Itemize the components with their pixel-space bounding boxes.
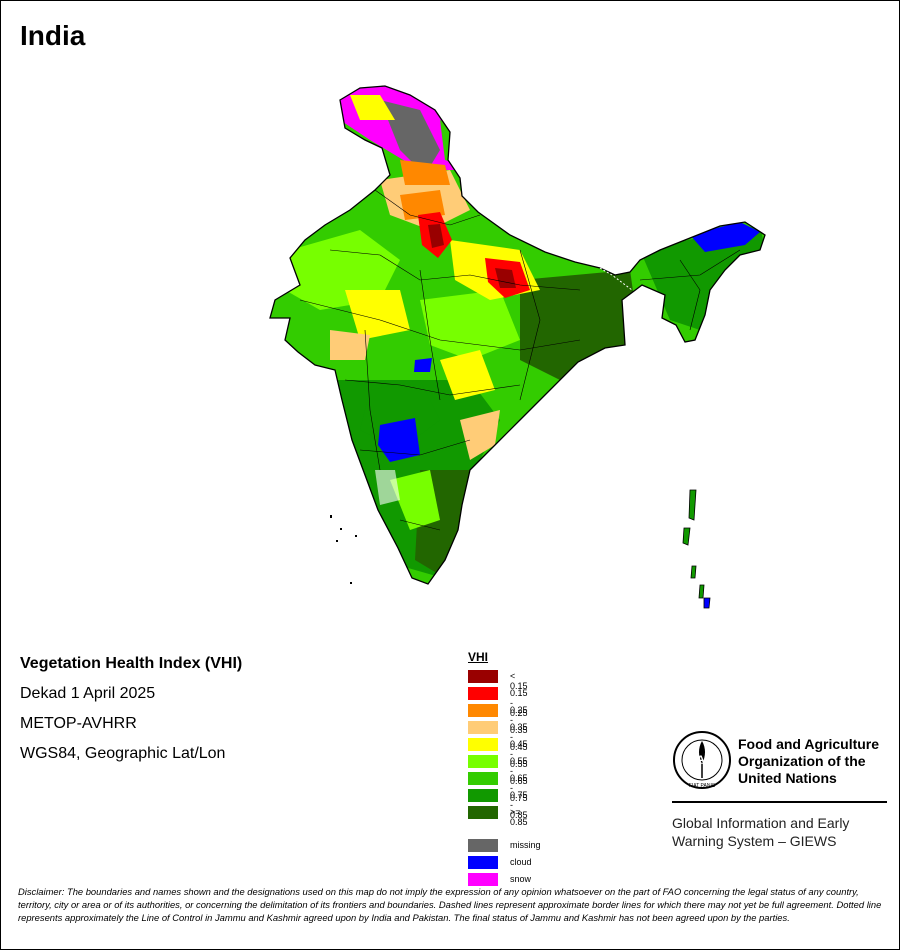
- disclaimer: Disclaimer: The boundaries and names sho…: [18, 886, 882, 923]
- legend-item: 0.75 - 0.85: [468, 787, 528, 820]
- fao-logo-icon: FAO FIAT PANIS: [673, 731, 731, 789]
- legend-item: 0.15 - 0.25: [468, 685, 528, 718]
- giews-line: Global Information and Early: [672, 815, 850, 831]
- projection-label: WGS84, Geographic Lat/Lon: [20, 745, 226, 762]
- legend-swatch: [468, 738, 498, 751]
- fao-name: Food and Agriculture Organization of the…: [738, 736, 879, 787]
- legend-label: snow: [510, 874, 532, 884]
- legend-swatch: [468, 806, 498, 819]
- map-info: Vegetation Health Index (VHI) Dekad 1 Ap…: [20, 655, 242, 775]
- legend-swatch: [468, 789, 498, 802]
- legend-swatch: [468, 704, 498, 717]
- legend-swatch: [468, 839, 498, 852]
- legend-label: cloud: [510, 857, 532, 867]
- legend-item: 0.65 - 0.75: [468, 770, 528, 803]
- legend-item: 0.45 - 0.55: [468, 736, 528, 769]
- legend-label: 0.55 - 0.65: [510, 756, 528, 786]
- legend-swatch: [468, 687, 498, 700]
- fao-name-line: Organization of the: [738, 753, 866, 769]
- legend-label: 0.75 - 0.85: [510, 790, 528, 820]
- legend-swatch: [468, 721, 498, 734]
- divider: [672, 801, 887, 803]
- lakshadweep-islands: [330, 515, 357, 584]
- legend-item: 0.25 - 0.35: [468, 702, 528, 735]
- legend-label: 0.45 - 0.55: [510, 739, 528, 769]
- legend-item: cloud: [468, 854, 532, 871]
- index-name: Vegetation Health Index (VHI): [20, 655, 243, 672]
- legend-label: missing: [510, 840, 541, 850]
- dotted-border: [599, 267, 633, 291]
- vhi-legend: VHI < 0.15 0.15 - 0.25 0.25 - 0.35 0.35 …: [468, 650, 541, 888]
- legend-label: 0.65 - 0.75: [510, 773, 528, 803]
- period-label: Dekad 1 April 2025: [20, 685, 156, 702]
- legend-item: >= 0.85: [468, 804, 528, 827]
- sensor-label: METOP-AVHRR: [20, 715, 137, 732]
- legend-swatch: [468, 670, 498, 683]
- vhi-raster: [270, 86, 765, 584]
- legend-item: 0.55 - 0.65: [468, 753, 528, 786]
- fao-logo-motto: FIAT PANIS: [689, 783, 716, 789]
- legend-label: >= 0.85: [510, 807, 528, 827]
- legend-item: 0.35 - 0.45: [468, 719, 528, 752]
- fao-name-line: United Nations: [738, 770, 837, 786]
- india-vhi-map: [269, 85, 766, 609]
- legend-item: missing: [468, 837, 541, 854]
- legend-label: 0.35 - 0.45: [510, 722, 528, 752]
- legend-swatch: [468, 873, 498, 886]
- giews-label: Global Information and Early Warning Sys…: [672, 814, 849, 850]
- legend-label: 0.15 - 0.25: [510, 688, 528, 718]
- fao-name-line: Food and Agriculture: [738, 736, 880, 752]
- state-boundaries: [299, 189, 741, 531]
- legend-item: snow: [468, 871, 531, 888]
- legend-label: < 0.15: [510, 671, 528, 691]
- andaman-nicobar-islands: [682, 489, 711, 609]
- legend-label: 0.25 - 0.35: [510, 705, 528, 735]
- legend-item: < 0.15: [468, 668, 528, 691]
- map-title: India: [20, 20, 86, 51]
- legend-title: VHI: [468, 650, 489, 664]
- fao-logo-text: FAO: [691, 754, 714, 766]
- legend-swatch: [468, 755, 498, 768]
- map-canvas: [269, 85, 766, 609]
- legend-swatch: [468, 856, 498, 869]
- giews-line: Warning System – GIEWS: [672, 833, 837, 849]
- legend-swatch: [468, 772, 498, 785]
